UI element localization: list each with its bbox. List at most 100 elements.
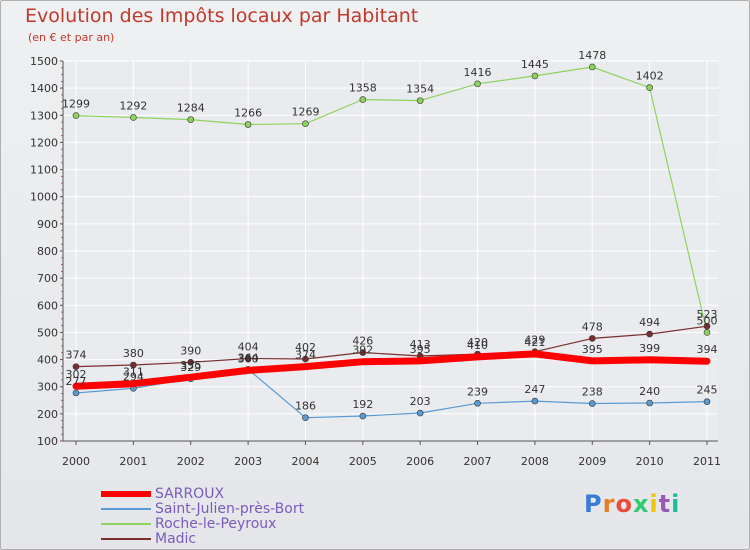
x-tick-label: 2010	[636, 455, 664, 468]
y-tick-label: 1300	[30, 109, 58, 122]
data-point	[474, 80, 481, 88]
data-point	[703, 398, 711, 405]
data-label: 186	[295, 400, 316, 413]
x-tick-label: 2000	[62, 455, 90, 468]
x-tick-label: 2009	[578, 455, 606, 468]
data-label: 395	[582, 343, 603, 356]
y-tick-label: 800	[37, 245, 58, 258]
data-label: 302	[66, 368, 87, 381]
series-line-3	[75, 325, 708, 368]
logo-letter: r	[602, 490, 616, 518]
data-label: 245	[697, 384, 718, 397]
data-point	[588, 63, 596, 71]
data-label: 1269	[291, 106, 319, 119]
legend-swatch-sarroux	[101, 491, 151, 497]
y-tick-label: 1500	[30, 55, 58, 68]
legend-item-madic: Madic	[101, 531, 196, 547]
logo-letter: P	[584, 490, 603, 518]
data-label: 1292	[119, 99, 147, 112]
data-label: 421	[524, 336, 545, 349]
data-point	[588, 335, 596, 342]
data-label: 392	[352, 344, 373, 357]
data-point	[359, 96, 367, 103]
x-tick-label: 2011	[693, 455, 721, 468]
y-tick-label: 1400	[30, 82, 58, 95]
chart-subtitle: (en € et par an)	[28, 31, 115, 44]
x-tick-label: 2001	[119, 455, 147, 468]
data-label: 360	[238, 352, 259, 365]
data-label: 364	[238, 351, 259, 364]
y-tick-label: 1100	[30, 164, 58, 177]
y-tick-label: 900	[37, 218, 58, 231]
data-label: 410	[467, 339, 488, 352]
data-label: 523	[697, 308, 718, 321]
data-label: 394	[697, 343, 718, 356]
data-label: 374	[295, 349, 316, 362]
y-tick-label: 300	[37, 381, 58, 394]
logo-letter: o	[615, 490, 633, 518]
data-label: 500	[697, 314, 718, 327]
legend-label-saint-julien: Saint-Julien-près-Bort	[155, 501, 305, 517]
data-label: 1284	[177, 102, 205, 115]
data-label: 277	[66, 375, 87, 388]
y-tick-label: 600	[37, 299, 58, 312]
data-label: 192	[352, 398, 373, 411]
data-point	[72, 389, 80, 397]
data-point	[416, 97, 424, 104]
data-label: 1354	[406, 83, 434, 96]
data-label: 380	[123, 347, 144, 360]
data-label: 239	[467, 385, 488, 398]
y-tick-label: 400	[37, 354, 58, 367]
data-point	[531, 397, 539, 405]
data-point	[646, 84, 653, 91]
data-point	[302, 120, 309, 127]
data-point	[130, 361, 137, 369]
data-point	[588, 400, 596, 407]
data-label: 1299	[62, 98, 90, 111]
logo-letter: t	[658, 490, 672, 518]
legend-swatch-madic	[101, 538, 151, 540]
y-tick-label: 500	[37, 326, 58, 339]
y-tick-label: 200	[37, 408, 58, 421]
x-tick-label: 2006	[406, 455, 434, 468]
data-label: 426	[352, 335, 373, 348]
x-tick-label: 2003	[234, 455, 262, 468]
data-point	[130, 114, 137, 121]
data-label: 395	[410, 343, 431, 356]
data-point	[531, 72, 539, 80]
data-label: 238	[582, 386, 603, 399]
data-point	[72, 363, 80, 370]
data-point	[244, 121, 252, 128]
data-label: 404	[238, 340, 259, 353]
data-label: 329	[180, 361, 201, 374]
data-point	[703, 329, 711, 336]
x-tick-label: 2002	[177, 455, 205, 468]
legend-item-saint-julien: Saint-Julien-près-Bort	[101, 501, 304, 517]
y-tick-label: 1200	[30, 136, 58, 149]
data-label: 494	[639, 316, 660, 329]
data-point	[244, 355, 252, 362]
y-tick-label: 700	[37, 272, 58, 285]
x-tick-label: 2005	[349, 455, 377, 468]
data-point	[187, 116, 195, 123]
data-label: 420	[467, 336, 488, 349]
data-point	[474, 399, 481, 407]
data-label: 240	[639, 385, 660, 398]
data-point	[359, 412, 367, 420]
logo-letter: i	[671, 490, 681, 518]
x-tick-label: 2007	[464, 455, 492, 468]
data-label: 311	[123, 366, 144, 379]
data-point	[646, 330, 653, 338]
data-label: 203	[410, 395, 431, 408]
data-label: 1478	[578, 49, 606, 62]
data-label: 1358	[349, 82, 377, 95]
data-point	[703, 322, 711, 330]
data-point	[302, 414, 309, 421]
x-tick-label: 2008	[521, 455, 549, 468]
data-point	[302, 355, 309, 363]
data-point	[72, 112, 80, 119]
legend-label-sarroux: SARROUX	[155, 486, 225, 502]
legend-swatch-roche	[101, 523, 151, 525]
